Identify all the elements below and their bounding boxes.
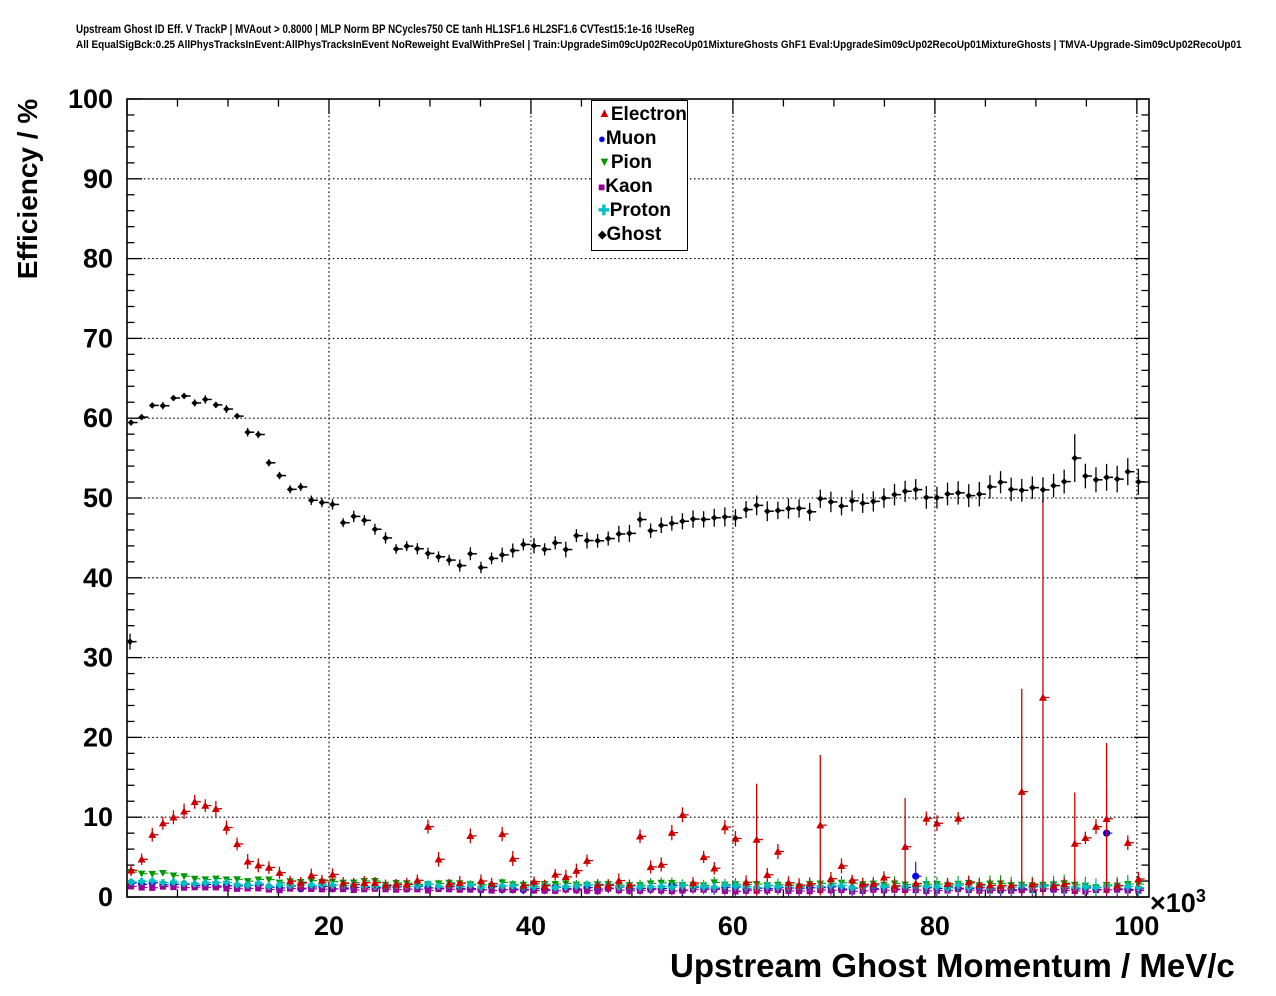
svg-text:90: 90 — [83, 164, 113, 194]
svg-text:100: 100 — [68, 84, 113, 114]
svg-text:0: 0 — [98, 882, 113, 912]
svg-text:20: 20 — [314, 911, 344, 941]
svg-text:40: 40 — [516, 911, 546, 941]
svg-text:30: 30 — [83, 643, 113, 673]
svg-text:70: 70 — [83, 323, 113, 353]
svg-text:60: 60 — [718, 911, 748, 941]
svg-text:40: 40 — [83, 563, 113, 593]
svg-text:60: 60 — [83, 403, 113, 433]
svg-text:80: 80 — [83, 244, 113, 274]
svg-text:50: 50 — [83, 483, 113, 513]
svg-text:10: 10 — [83, 802, 113, 832]
svg-text:20: 20 — [83, 722, 113, 752]
svg-text:80: 80 — [920, 911, 950, 941]
